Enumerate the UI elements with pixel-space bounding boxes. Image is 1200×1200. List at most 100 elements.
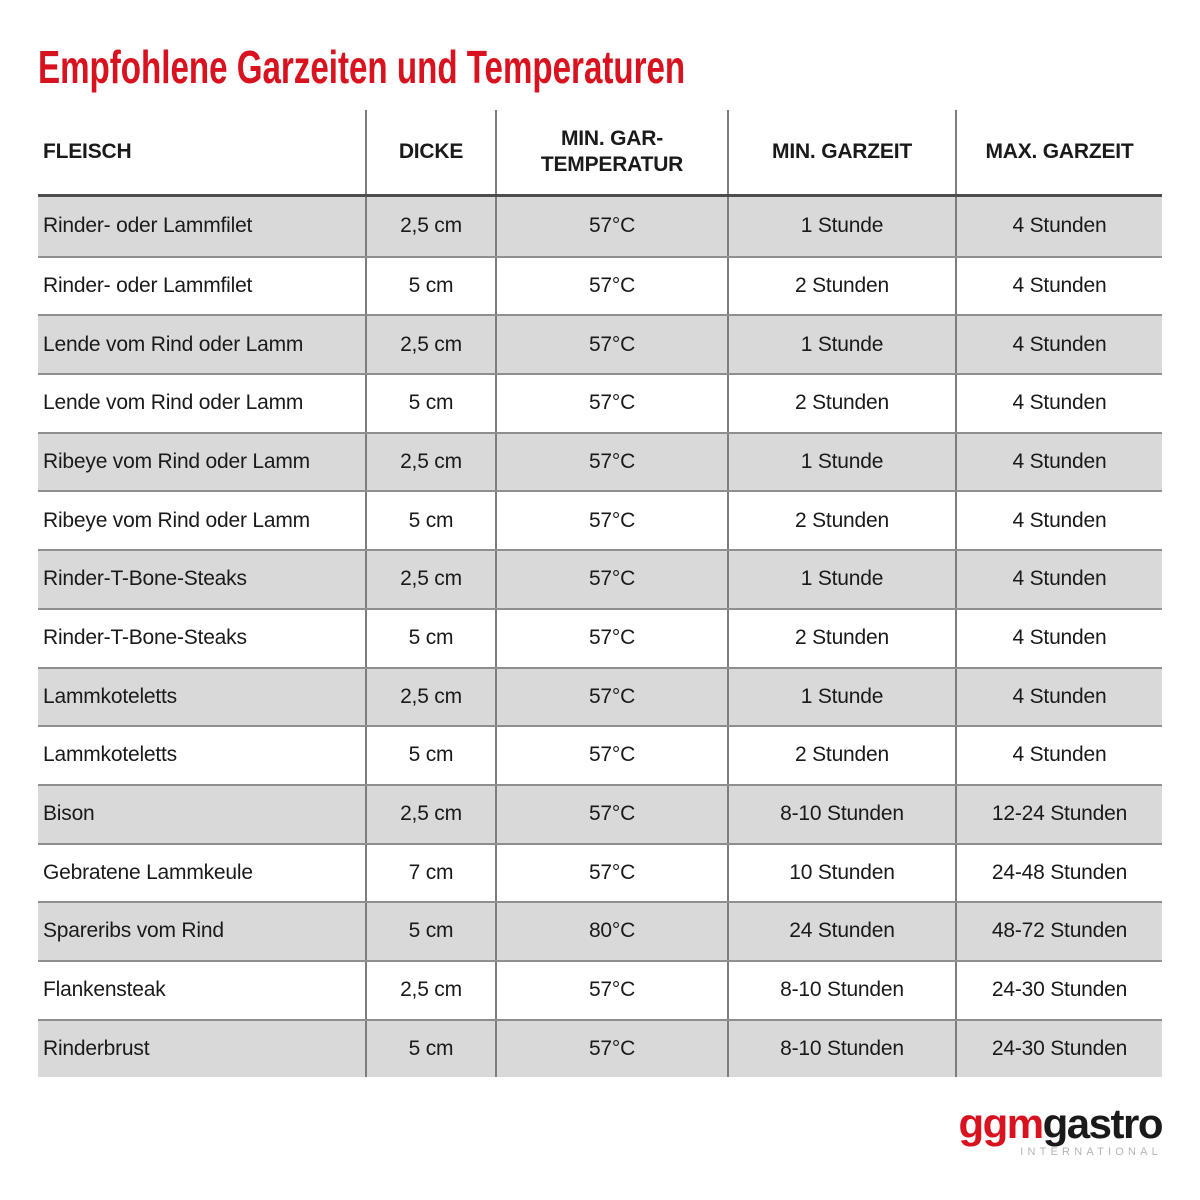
table-row: Rinder-T-Bone-Steaks 5 cm 57°C 2 Stunden 4 S… (38, 607, 1162, 667)
table-cell-min-garzeit: 8-10 Stunden (727, 961, 955, 1019)
table-row: Gebratene Lammkeule 7 cm 57°C 10 Stunden 24-… (38, 842, 1162, 902)
table-row: Rinder-T-Bone-Steaks 2,5 cm 57°C 1 Stunde 4 … (38, 549, 1162, 608)
table-row: Spareribs vom Rind 5 cm 80°C 24 Stunden 48-7… (38, 901, 1162, 960)
table-cell-max-garzeit: 48-72 Stunden (955, 903, 1162, 960)
table-cell-min-gartemperatur: 57°C (495, 316, 727, 374)
table-cell-fleisch: Rinder- oder Lammfilet (43, 214, 253, 238)
table-cell-min-gartemperatur: 57°C (495, 668, 727, 726)
table-cell-fleisch: Rinder-T-Bone-Steaks (43, 626, 247, 650)
table-body: Rinder- oder Lammfilet 2,5 cm 57°C 1 Stunde… (38, 197, 1162, 1078)
table-cell-dicke: 7 cm (365, 844, 495, 902)
table-cell-fleisch: Bison (43, 802, 95, 826)
table-cell-min-gartemperatur: 57°C (495, 961, 727, 1019)
table-cell-fleisch: Lende vom Rind oder Lamm (43, 332, 304, 356)
table-cell-min-garzeit: 24 Stunden (727, 903, 955, 960)
table-cell-min-gartemperatur: 57°C (495, 1020, 727, 1078)
table-cell-max-garzeit: 4 Stunden (955, 316, 1162, 374)
table-cell-min-garzeit: 2 Stunden (727, 257, 955, 315)
table-cell-max-garzeit: 4 Stunden (955, 609, 1162, 667)
table-cell-min-garzeit: 8-10 Stunden (727, 785, 955, 843)
table-cell-min-gartemperatur: 57°C (495, 609, 727, 667)
table-cell-fleisch: Ribeye vom Rind oder Lamm (43, 449, 310, 473)
column-header-max-garzeit: MAX. GARZEIT (955, 110, 1162, 194)
table-cell-dicke: 2,5 cm (365, 433, 495, 491)
table-cell-max-garzeit: 24-48 Stunden (955, 844, 1162, 902)
table-cell-max-garzeit: 4 Stunden (955, 257, 1162, 315)
table-row: Rinder- oder Lammfilet 2,5 cm 57°C 1 Stunde… (38, 197, 1162, 256)
table-row: Ribeye vom Rind oder Lamm 2,5 cm 57°C 1 Stu… (38, 431, 1162, 491)
table-cell-fleisch: Rinder- oder Lammfilet (43, 273, 253, 297)
table-cell-max-garzeit: 4 Stunden (955, 668, 1162, 726)
table-cell-min-garzeit: 10 Stunden (727, 844, 955, 902)
table-row: Lende vom Rind oder Lamm 5 cm 57°C 2 Stunde… (38, 373, 1162, 432)
table-cell-min-gartemperatur: 57°C (495, 727, 727, 784)
table-row: Lende vom Rind oder Lamm 2,5 cm 57°C 1 Stun… (38, 314, 1162, 374)
table-cell-dicke: 5 cm (365, 727, 495, 784)
cooking-times-table: FLEISCH DICKE MIN. GAR- TEMPERATUR MIN. … (38, 110, 1162, 1078)
table-cell-fleisch: Rinderbrust (43, 1036, 150, 1060)
table-cell-min-gartemperatur: 57°C (495, 551, 727, 608)
table-cell-min-gartemperatur: 57°C (495, 785, 727, 843)
column-header-dicke: DICKE (365, 110, 495, 194)
table-cell-fleisch: Ribeye vom Rind oder Lamm (43, 508, 310, 532)
table-cell-dicke: 2,5 cm (365, 197, 495, 256)
table-row: Lammkoteletts 2,5 cm 57°C 1 Stunde 4 Stunden (38, 666, 1162, 726)
table-cell-min-garzeit: 1 Stunde (727, 433, 955, 491)
table-cell-fleisch: Lammkoteletts (43, 743, 177, 767)
table-row: Flankensteak 2,5 cm 57°C 8-10 Stunden 24-30 … (38, 959, 1162, 1019)
table-cell-min-garzeit: 1 Stunde (727, 551, 955, 608)
table-cell-dicke: 2,5 cm (365, 668, 495, 726)
table-cell-fleisch: Flankensteak (43, 978, 166, 1002)
table-cell-dicke: 5 cm (365, 903, 495, 960)
brand-wordmark-ggm: ggm (958, 1100, 1044, 1147)
table-cell-fleisch: Lammkoteletts (43, 684, 177, 708)
column-header-min-gartemperatur: MIN. GAR- TEMPERATUR (495, 110, 727, 194)
table-cell-min-gartemperatur: 80°C (495, 903, 727, 960)
table-cell-min-garzeit: 1 Stunde (727, 668, 955, 726)
table-cell-min-garzeit: 1 Stunde (727, 316, 955, 374)
table-row: Bison 2,5 cm 57°C 8-10 Stunden 12-24 Stunden (38, 783, 1162, 843)
table-cell-min-garzeit: 1 Stunde (727, 197, 955, 256)
table-cell-max-garzeit: 4 Stunden (955, 551, 1162, 608)
table-cell-dicke: 2,5 cm (365, 961, 495, 1019)
table-cell-max-garzeit: 12-24 Stunden (955, 785, 1162, 843)
table-cell-dicke: 5 cm (365, 1020, 495, 1078)
table-cell-min-gartemperatur: 57°C (495, 492, 727, 550)
table-cell-dicke: 5 cm (365, 492, 495, 550)
table-cell-dicke: 2,5 cm (365, 785, 495, 843)
table-cell-max-garzeit: 4 Stunden (955, 433, 1162, 491)
brand-logo: ggmgastro INTERNATIONAL (958, 1100, 1164, 1159)
table-cell-min-garzeit: 2 Stunden (727, 492, 955, 550)
table-header-row: FLEISCH DICKE MIN. GAR- TEMPERATUR MIN. … (38, 110, 1162, 197)
table-cell-min-garzeit: 8-10 Stunden (727, 1020, 955, 1078)
table-cell-dicke: 2,5 cm (365, 316, 495, 374)
table-cell-dicke: 5 cm (365, 375, 495, 432)
table-cell-min-garzeit: 2 Stunden (727, 609, 955, 667)
table-cell-max-garzeit: 4 Stunden (955, 197, 1162, 256)
brand-wordmark: ggmgastro (958, 1100, 1164, 1147)
table-cell-min-gartemperatur: 57°C (495, 844, 727, 902)
table-row: Rinder- oder Lammfilet 5 cm 57°C 2 Stunden 4… (38, 255, 1162, 315)
brand-wordmark-gastro: gastro (1042, 1100, 1164, 1147)
table-cell-max-garzeit: 24-30 Stunden (955, 961, 1162, 1019)
column-header-fleisch: FLEISCH (43, 139, 132, 163)
table-cell-min-gartemperatur: 57°C (495, 433, 727, 491)
table-cell-fleisch: Spareribs vom Rind (43, 919, 224, 943)
table-cell-min-gartemperatur: 57°C (495, 197, 727, 256)
table-cell-dicke: 2,5 cm (365, 551, 495, 608)
table-cell-min-garzeit: 2 Stunden (727, 375, 955, 432)
table-cell-fleisch: Gebratene Lammkeule (43, 860, 253, 884)
table-cell-fleisch: Rinder-T-Bone-Steaks (43, 567, 247, 591)
table-cell-max-garzeit: 24-30 Stunden (955, 1020, 1162, 1078)
table-cell-max-garzeit: 4 Stunden (955, 492, 1162, 550)
table-cell-dicke: 5 cm (365, 257, 495, 315)
table-cell-min-gartemperatur: 57°C (495, 257, 727, 315)
table-row: Rinderbrust 5 cm 57°C 8-10 Stunden 24-30 Stu… (38, 1018, 1162, 1078)
table-row: Ribeye vom Rind oder Lamm 5 cm 57°C 2 Stund… (38, 490, 1162, 550)
table-cell-max-garzeit: 4 Stunden (955, 375, 1162, 432)
page-title: Empfohlene Garzeiten und Temperaturen (38, 41, 686, 93)
table-cell-dicke: 5 cm (365, 609, 495, 667)
brand-subtitle: INTERNATIONAL (1020, 1146, 1162, 1158)
table-cell-min-garzeit: 2 Stunden (727, 727, 955, 784)
